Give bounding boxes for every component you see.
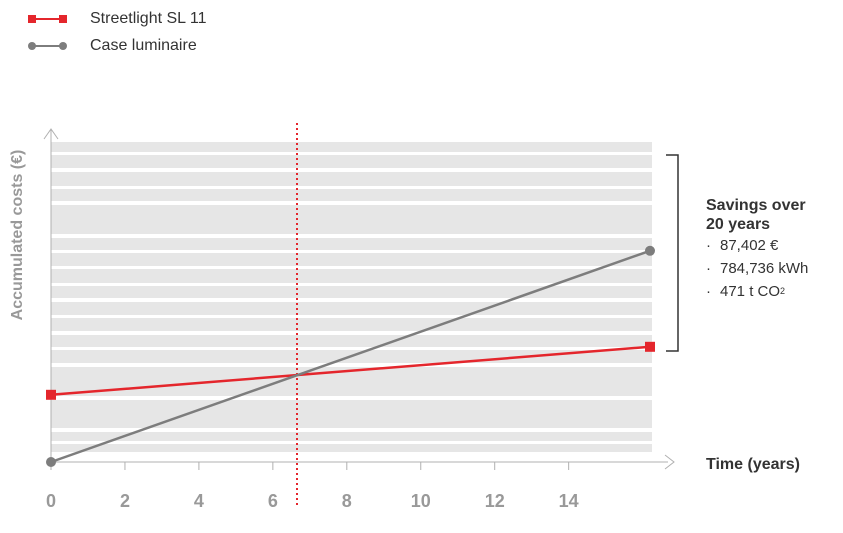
savings-title: Savings over 20 years [706, 197, 806, 233]
savings-value: 87,402 € [720, 237, 779, 254]
data-point-circle [645, 245, 655, 256]
grid-band [51, 302, 652, 315]
bullet-icon: · [706, 237, 711, 254]
y-axis-label: Accumulated costs (€) [9, 149, 26, 321]
series-line-1 [50, 249, 651, 464]
grid-band [51, 253, 652, 266]
legend-item-case-luminaire: Case luminaire [28, 37, 197, 55]
x-tick-label: 6 [268, 491, 278, 511]
x-tick-label: 10 [411, 491, 431, 511]
data-point-circle [46, 457, 56, 467]
savings-value: 471 t CO [720, 283, 781, 300]
x-ticks: 0 2 4 6 8 10 12 14 [46, 462, 579, 511]
legend-label-case-luminaire: Case luminaire [90, 37, 197, 54]
x-tick-label: 14 [559, 491, 579, 511]
grid-band [51, 269, 652, 283]
grid-band [51, 155, 652, 168]
legend-item-streetlight: Streetlight SL 11 [28, 10, 207, 28]
x-axis-arrow [664, 454, 675, 470]
legend-swatch-streetlight [28, 15, 67, 23]
data-point-square [645, 341, 655, 352]
grid-band [51, 432, 652, 441]
background-bands [51, 142, 652, 452]
savings-bracket [666, 154, 679, 352]
x-tick-label: 2 [120, 491, 130, 511]
bullet-icon: · [706, 283, 711, 300]
savings-item-co2: · 471 t CO 2 [706, 280, 826, 303]
grid-band [51, 335, 652, 347]
savings-item-kwh: · 784,736 kWh [706, 257, 826, 280]
series-line-0 [50, 345, 651, 397]
savings-annotation: Savings over 20 years · 87,402 € · 784,736… [706, 196, 826, 303]
x-tick-label: 12 [485, 491, 505, 511]
savings-item-euro: · 87,402 € [706, 234, 826, 257]
data-point-square [46, 389, 56, 400]
x-axis-label: Time (years) [706, 456, 800, 473]
grid-band [51, 172, 652, 186]
x-tick-label: 0 [46, 491, 56, 511]
grid-band [51, 318, 652, 331]
grid-band [51, 205, 652, 234]
grid-band [51, 189, 652, 201]
bullet-icon: · [706, 260, 711, 277]
grid-band [51, 238, 652, 250]
x-tick-label: 8 [342, 491, 352, 511]
legend-swatch-case-luminaire [28, 42, 67, 50]
grid-band [51, 142, 652, 152]
co2-subscript: 2 [780, 286, 786, 296]
grid-band [51, 444, 652, 452]
y-axis-arrow [43, 128, 59, 140]
grid-band [51, 400, 652, 428]
savings-value: 784,736 kWh [720, 260, 809, 277]
x-tick-label: 4 [194, 491, 204, 511]
series-layer [46, 245, 655, 467]
grid-band [51, 286, 652, 298]
legend-label-streetlight: Streetlight SL 11 [90, 10, 207, 27]
